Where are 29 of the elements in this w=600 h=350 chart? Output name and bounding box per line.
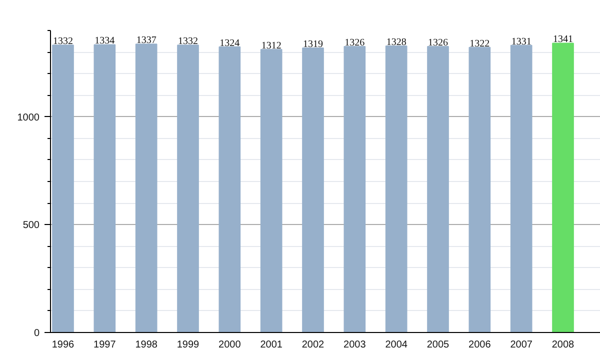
x-tick-label: 2005: [426, 340, 450, 350]
data-label: 1334: [94, 36, 115, 47]
data-label: 1341: [553, 34, 573, 46]
x-tick-label: 2002: [302, 340, 325, 350]
x-tick-label: 2004: [385, 340, 408, 350]
data-label: 1312: [261, 40, 282, 52]
x-tick-label: 2000: [218, 340, 242, 350]
y-tick-label: 500: [22, 220, 40, 232]
data-label: 1322: [470, 38, 490, 50]
y-tick-label: 1000: [17, 112, 40, 124]
data-label: 1326: [344, 37, 365, 48]
data-label: 1337: [136, 35, 156, 46]
x-tick-label: 1998: [135, 340, 158, 350]
data-label: 1324: [220, 38, 240, 49]
data-label: 1328: [386, 37, 406, 48]
y-tick-label: 0: [34, 328, 40, 339]
data-label: 1332: [178, 36, 198, 48]
x-tick-label: 2003: [344, 340, 366, 350]
x-tick-label: 1999: [176, 340, 200, 350]
x-tick-label: 1996: [52, 340, 75, 350]
x-tick-label: 2001: [260, 340, 283, 350]
data-label: 1326: [428, 37, 448, 48]
data-label: 1319: [303, 38, 323, 50]
x-tick-label: 2006: [468, 340, 492, 350]
x-tick-label: 2007: [510, 340, 533, 350]
data-label: 1331: [511, 36, 532, 48]
x-tick-label: 2008: [552, 340, 575, 350]
data-label: 1332: [53, 36, 73, 48]
x-tick-label: 1997: [94, 340, 116, 350]
